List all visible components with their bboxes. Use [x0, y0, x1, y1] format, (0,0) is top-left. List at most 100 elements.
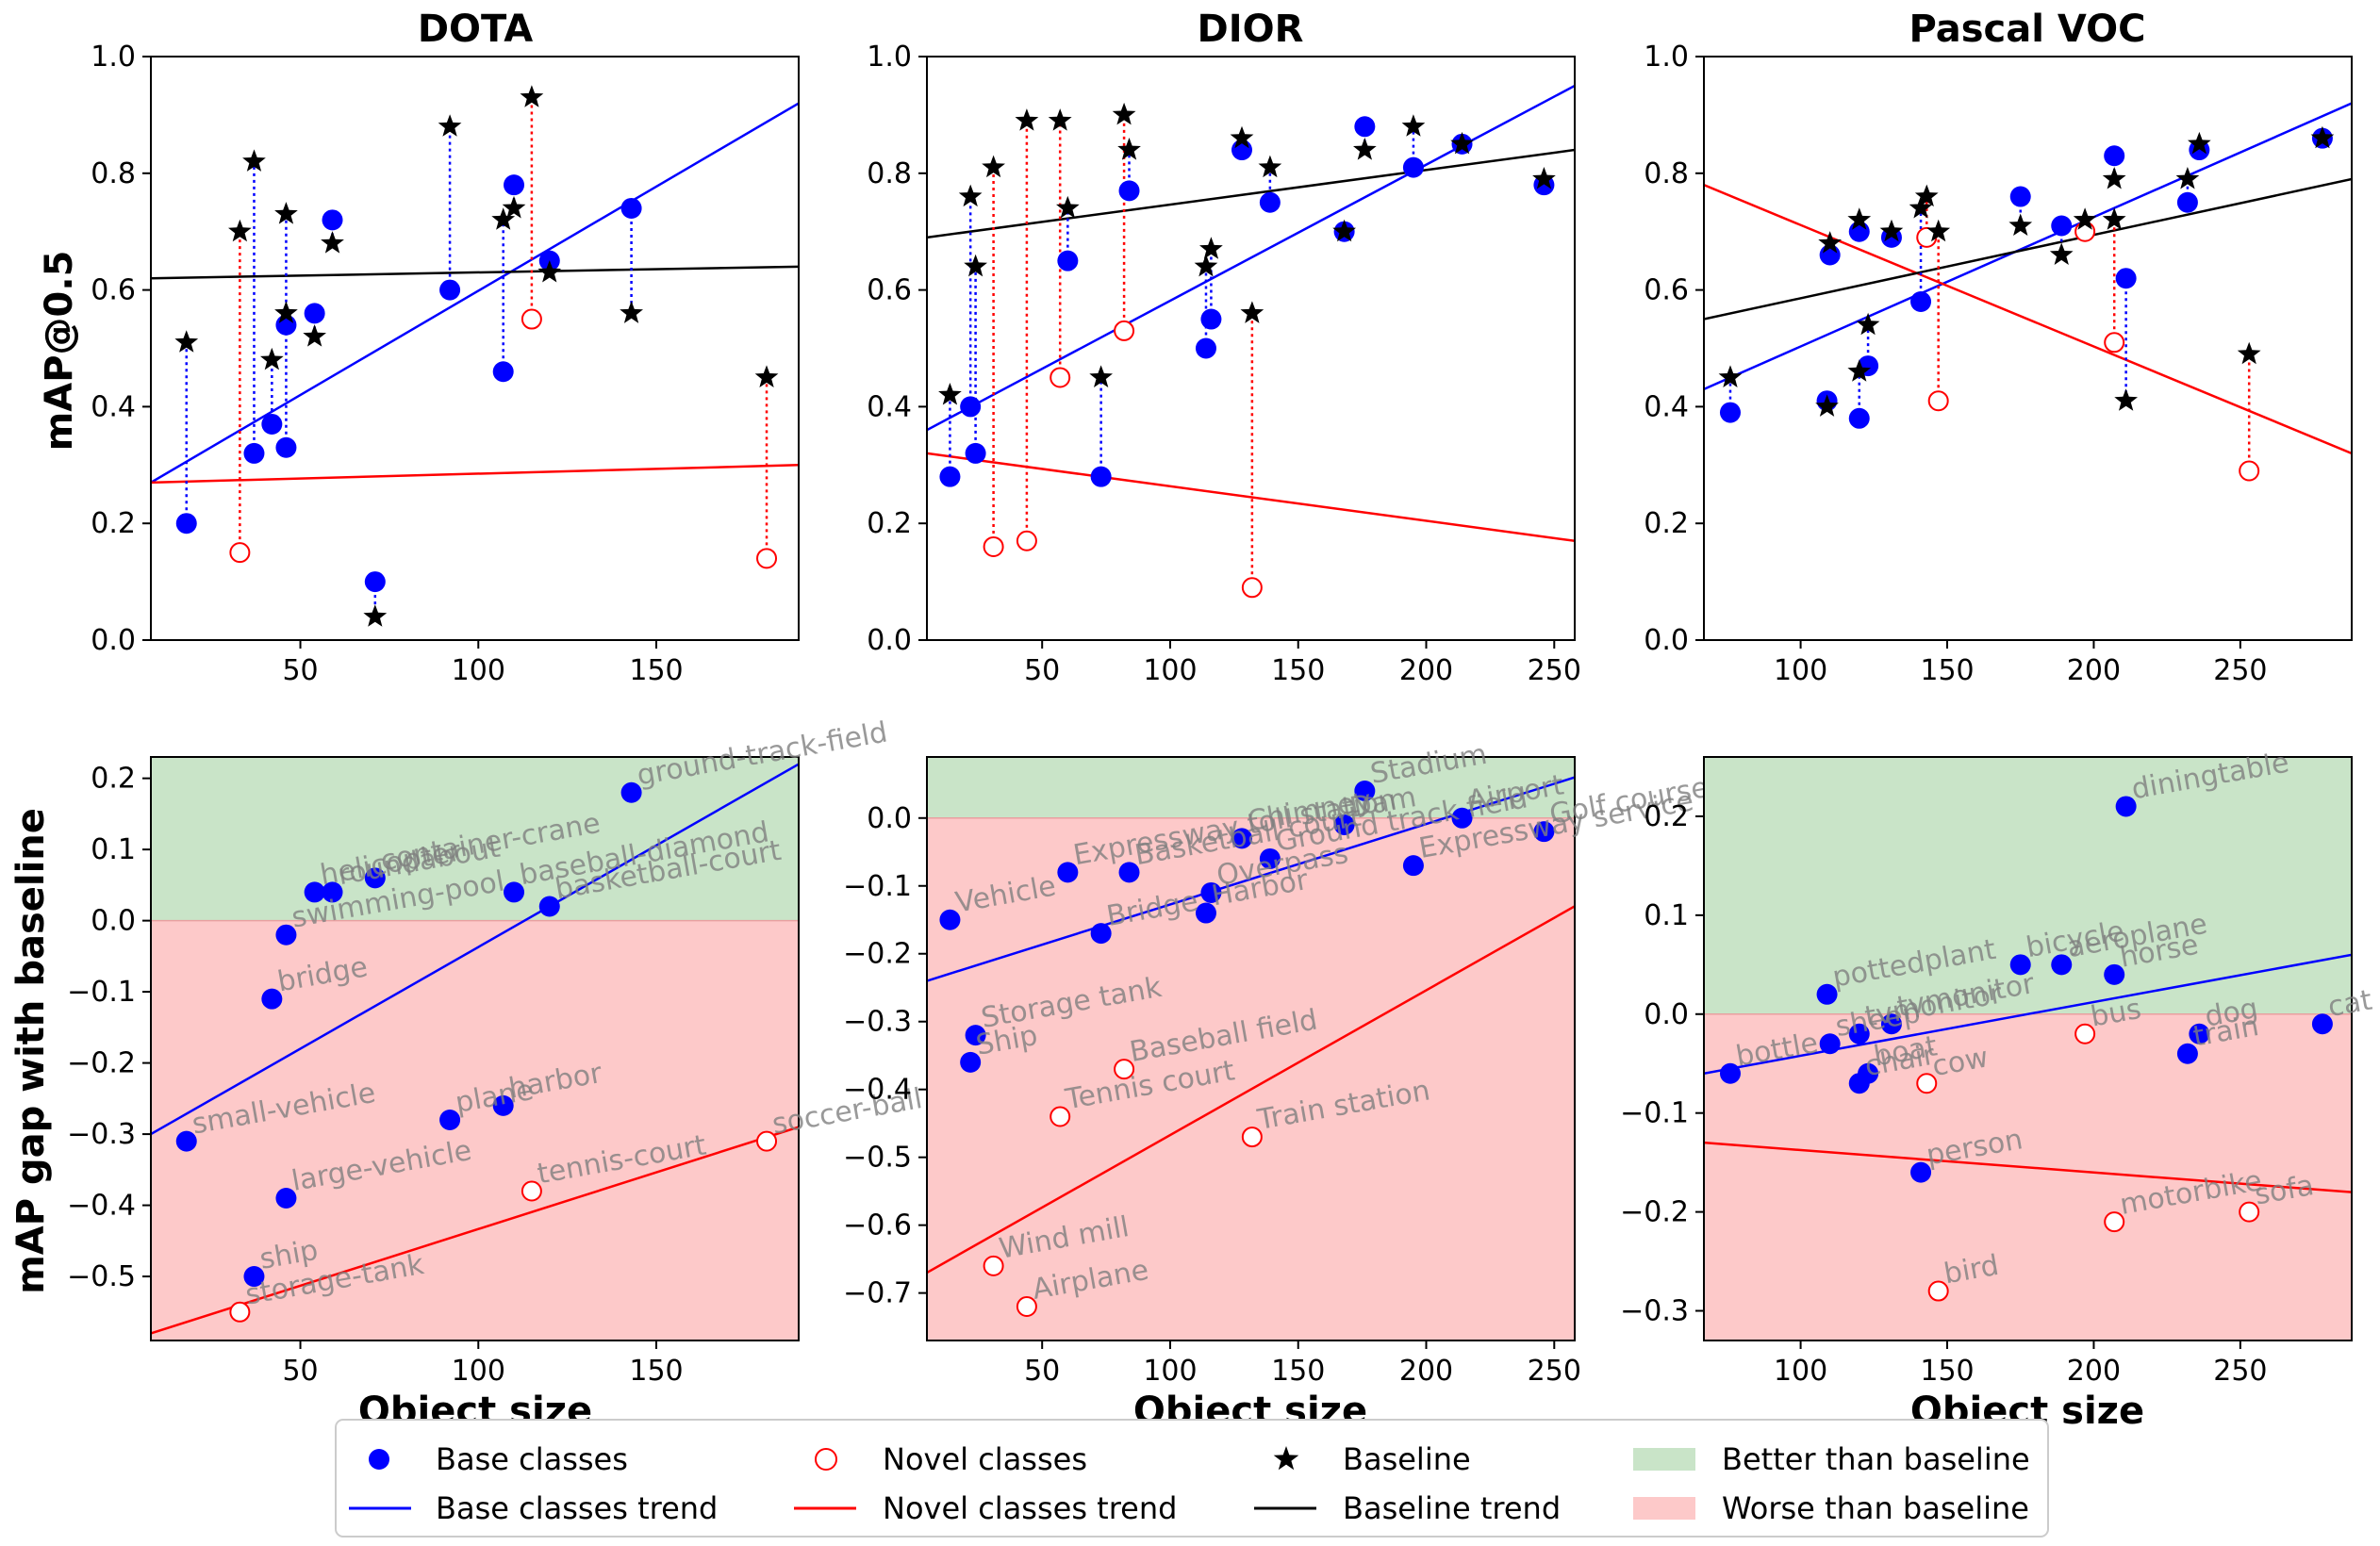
- y-tick-label: 0.6: [91, 274, 136, 307]
- y-tick-label: 0.2: [1644, 507, 1689, 540]
- baseline-point: [2102, 167, 2126, 189]
- y-tick-label: 0.0: [1644, 998, 1689, 1031]
- base-point: [620, 197, 642, 219]
- legend-novel-marker: [815, 1448, 837, 1471]
- x-tick-label: 150: [629, 654, 683, 687]
- y-tick-label: −0.1: [67, 976, 136, 1009]
- novel-point: [229, 1301, 251, 1323]
- worse-region: [1704, 1013, 2352, 1340]
- x-tick-label: 250: [2213, 1355, 2267, 1388]
- base-point: [1819, 1033, 1841, 1055]
- baseline-point: [1815, 394, 1839, 417]
- plot-area: [1704, 757, 2352, 1340]
- axes-frame: [1703, 56, 2353, 641]
- base-point: [243, 442, 265, 464]
- novel-point: [1927, 390, 1949, 412]
- novel-point: [756, 1130, 778, 1152]
- title-dota: DOTA: [418, 8, 533, 51]
- axes-frame: [926, 756, 1576, 1341]
- baseline-point: [2008, 213, 2033, 236]
- base-point: [1090, 466, 1112, 487]
- base-point: [1259, 847, 1281, 869]
- y-tick-label: 0.1: [1644, 899, 1689, 932]
- panel-5: 50 100 150 200 250 −0.7 −0.6 −0.5 −0.4 −0.3 −0.2 −0…: [843, 738, 1767, 1388]
- base-point: [939, 466, 961, 487]
- base-point: [439, 1109, 461, 1130]
- legend-base-marker: [369, 1449, 389, 1470]
- baseline-point: [1240, 301, 1264, 323]
- plot-area: [151, 85, 799, 627]
- baseline-point: [174, 330, 199, 353]
- novel-point: [983, 535, 1004, 557]
- base-trend-line: [1704, 102, 2352, 390]
- panel-6: 100 150 200 250−0.3−0.2−0.10.00.10.2bottlep…: [1620, 747, 2374, 1388]
- base-point: [1195, 902, 1216, 924]
- base-point: [364, 867, 386, 889]
- legend-baseline-marker: [1273, 1446, 1299, 1471]
- y-tick-label: −0.5: [843, 1142, 912, 1175]
- baseline-point: [982, 155, 1005, 178]
- plot-area: [927, 84, 1575, 599]
- y-tick-label: 0.4: [867, 390, 912, 423]
- novel-trend-line: [1704, 184, 2352, 455]
- y-tick-label: −0.3: [843, 1006, 912, 1039]
- base-point: [504, 174, 525, 196]
- base-point: [1354, 780, 1376, 801]
- axes-frame: [150, 756, 800, 1341]
- base-point: [965, 1025, 986, 1046]
- x-tick-label: 200: [2067, 1355, 2121, 1388]
- novel-point: [1927, 1280, 1949, 1302]
- y-tick-label: 0.4: [91, 390, 136, 423]
- base-point: [1533, 821, 1555, 843]
- base-point: [2311, 1013, 2333, 1035]
- base-point: [1402, 855, 1424, 877]
- baseline-point: [491, 207, 516, 230]
- base-point: [175, 1130, 197, 1152]
- baseline-point: [1194, 254, 1218, 277]
- baseline-point: [1056, 195, 1080, 219]
- baseline-point: [1332, 219, 1356, 242]
- baseline-point: [520, 85, 544, 107]
- class-annotation: cat: [2325, 984, 2374, 1025]
- base-point: [2176, 191, 2198, 213]
- base-point: [2115, 268, 2137, 289]
- baseline-point: [502, 195, 526, 219]
- baseline-point: [1856, 312, 1880, 336]
- base-trend-line: [151, 102, 799, 484]
- base-point: [1057, 250, 1079, 271]
- base-point: [2115, 796, 2137, 817]
- novel-point: [1114, 1059, 1135, 1080]
- baseline-point: [938, 383, 962, 405]
- x-tick-label: 100: [1143, 654, 1197, 687]
- baseline-point: [303, 324, 326, 347]
- baseline-point: [438, 114, 462, 137]
- base-point: [322, 881, 343, 903]
- base-point: [2104, 963, 2125, 985]
- baseline-point: [274, 301, 298, 323]
- baseline-point: [1847, 207, 1872, 230]
- ylabel-top: mAP@0.5: [38, 251, 81, 452]
- x-tick-label: 200: [1399, 654, 1453, 687]
- baseline-point: [2049, 242, 2074, 265]
- legend-worse-swatch: [1633, 1497, 1695, 1520]
- novel-point: [2239, 1201, 2260, 1223]
- y-tick-label: 1.0: [1644, 41, 1689, 74]
- novel-point: [1916, 1073, 1938, 1094]
- worse-region: [927, 817, 1575, 1340]
- base-point: [1848, 1023, 1870, 1044]
- title-dior: DIOR: [1198, 8, 1304, 51]
- baseline-point: [1718, 365, 1743, 387]
- baseline-point: [620, 301, 643, 323]
- baseline-point: [1048, 108, 1072, 131]
- x-tick-label: 50: [1024, 654, 1060, 687]
- y-tick-label: 0.4: [1644, 390, 1689, 423]
- y-tick-label: 0.6: [1644, 274, 1689, 307]
- legend-baseline-trend-label: Baseline trend: [1343, 1490, 1561, 1526]
- base-point: [2009, 186, 2031, 207]
- legend: Base classes Base classes trend Novel cl…: [335, 1419, 2049, 1538]
- axes-frame: [926, 56, 1576, 641]
- y-tick-label: −0.6: [843, 1209, 912, 1242]
- legend-better-label: Better than baseline: [1722, 1441, 2030, 1477]
- base-point: [2051, 954, 2073, 976]
